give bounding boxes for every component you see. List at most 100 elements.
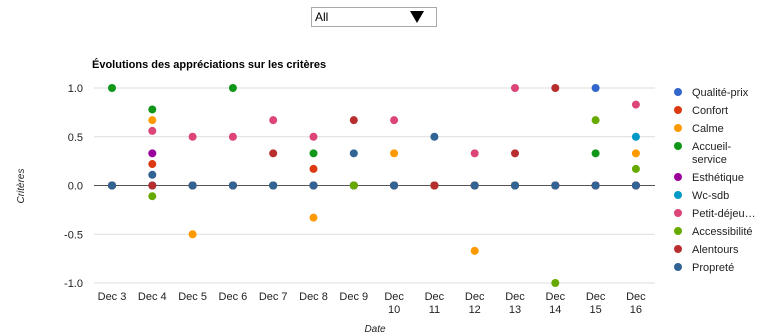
x-tick-label: 14 <box>549 304 561 316</box>
y-axis-title: Critères <box>16 168 27 203</box>
x-tick-label: Dec <box>384 291 404 303</box>
legend-marker <box>674 227 682 235</box>
data-point[interactable] <box>551 84 560 92</box>
data-point[interactable] <box>430 132 439 141</box>
legend-label[interactable]: Wc-sdb <box>692 190 729 202</box>
x-tick-label: 11 <box>429 304 440 316</box>
data-point[interactable] <box>108 84 116 92</box>
data-point[interactable] <box>228 132 237 141</box>
data-point[interactable] <box>148 170 157 179</box>
data-point[interactable] <box>551 279 560 287</box>
y-tick-label: 1.0 <box>68 83 83 95</box>
data-point[interactable] <box>228 181 237 190</box>
legend-label[interactable]: Qualité-prix <box>692 87 749 99</box>
data-point[interactable] <box>390 181 399 190</box>
data-point[interactable] <box>591 116 600 125</box>
data-point[interactable] <box>390 149 399 158</box>
data-point[interactable] <box>148 192 157 201</box>
data-point[interactable] <box>511 149 519 158</box>
x-tick-label: Dec <box>626 291 646 303</box>
data-point[interactable] <box>309 149 318 158</box>
criteria-filter-select[interactable]: All <box>311 7 437 27</box>
legend-label[interactable]: Calme <box>692 123 724 135</box>
data-point[interactable] <box>188 132 197 141</box>
data-point[interactable] <box>269 116 278 125</box>
data-point[interactable] <box>631 132 640 141</box>
legend-label[interactable]: Accessibilité <box>692 226 753 238</box>
x-axis-title: Date <box>364 324 386 335</box>
legend-marker <box>674 88 682 96</box>
x-tick-label: 12 <box>469 304 481 316</box>
x-tick-label: Dec 4 <box>138 291 167 303</box>
data-point[interactable] <box>430 181 439 190</box>
legend-label[interactable]: Petit-déjeu… <box>692 208 756 220</box>
y-tick-label: -1.0 <box>64 278 83 290</box>
data-point[interactable] <box>148 105 157 114</box>
triangle-down-icon[interactable] <box>410 11 424 23</box>
data-point[interactable] <box>148 149 157 158</box>
legend-marker <box>674 263 682 271</box>
data-point[interactable] <box>349 181 358 190</box>
data-point[interactable] <box>148 116 157 125</box>
legend-label[interactable]: service <box>692 154 727 166</box>
data-point[interactable] <box>511 84 519 92</box>
legend-marker <box>674 142 682 150</box>
data-point[interactable] <box>470 246 479 255</box>
data-point[interactable] <box>188 230 197 239</box>
x-tick-label: 10 <box>388 304 400 316</box>
data-point[interactable] <box>631 181 640 190</box>
data-point[interactable] <box>269 181 278 190</box>
data-point[interactable] <box>591 149 600 158</box>
x-tick-label: Dec 5 <box>178 291 207 303</box>
data-point[interactable] <box>148 160 157 169</box>
filter-selected-value: All <box>315 10 329 24</box>
data-point[interactable] <box>551 181 560 190</box>
data-point[interactable] <box>228 84 237 92</box>
legend-marker <box>674 124 682 132</box>
data-point[interactable] <box>269 149 278 158</box>
data-point[interactable] <box>108 181 116 190</box>
x-tick-label: Dec <box>546 291 566 303</box>
x-tick-label: Dec 6 <box>219 291 248 303</box>
y-tick-label: 0.5 <box>68 132 83 144</box>
data-point[interactable] <box>148 181 157 190</box>
data-point[interactable] <box>390 116 399 125</box>
y-tick-label: 0.0 <box>68 181 83 193</box>
x-tick-label: 16 <box>630 304 642 316</box>
data-point[interactable] <box>470 181 479 190</box>
data-point[interactable] <box>349 116 358 125</box>
chart-title: Évolutions des appréciations sur les cri… <box>92 58 326 71</box>
data-point[interactable] <box>309 213 318 222</box>
data-point[interactable] <box>349 149 358 158</box>
data-point[interactable] <box>511 181 519 190</box>
data-point[interactable] <box>591 84 600 92</box>
legend-marker <box>674 209 682 217</box>
legend-marker <box>674 106 682 114</box>
data-point[interactable] <box>309 132 318 141</box>
x-tick-label: Dec <box>465 291 485 303</box>
x-tick-label: Dec 8 <box>299 291 328 303</box>
data-point[interactable] <box>631 100 640 109</box>
data-point[interactable] <box>631 164 640 173</box>
y-tick-label: -0.5 <box>64 229 83 241</box>
data-point[interactable] <box>148 126 157 135</box>
x-tick-label: Dec <box>425 291 445 303</box>
x-tick-label: 15 <box>589 304 601 316</box>
x-tick-label: Dec 9 <box>339 291 368 303</box>
data-point[interactable] <box>591 181 600 190</box>
data-point[interactable] <box>631 149 640 158</box>
legend-label[interactable]: Propreté <box>692 262 734 274</box>
legend-label[interactable]: Accueil- <box>692 141 731 153</box>
x-tick-label: Dec <box>586 291 606 303</box>
legend-label[interactable]: Confort <box>692 105 728 117</box>
legend-label[interactable]: Alentours <box>692 244 739 256</box>
legend-marker <box>674 191 682 199</box>
data-point[interactable] <box>188 181 197 190</box>
x-tick-label: Dec 3 <box>98 291 127 303</box>
data-point[interactable] <box>309 164 318 173</box>
data-point[interactable] <box>309 181 318 190</box>
legend-label[interactable]: Esthétique <box>692 172 744 184</box>
data-point[interactable] <box>470 149 479 158</box>
x-tick-label: Dec <box>505 291 525 303</box>
